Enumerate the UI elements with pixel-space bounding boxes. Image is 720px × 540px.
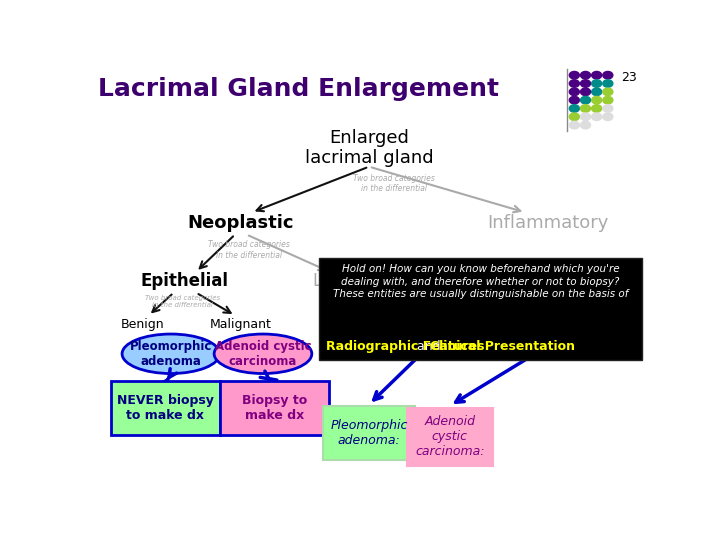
FancyBboxPatch shape bbox=[323, 406, 415, 460]
Circle shape bbox=[603, 71, 613, 79]
Circle shape bbox=[592, 71, 602, 79]
Ellipse shape bbox=[214, 334, 312, 374]
Circle shape bbox=[592, 113, 602, 120]
Circle shape bbox=[570, 97, 580, 104]
Text: Radiographic Features: Radiographic Features bbox=[326, 340, 485, 353]
Text: Pleomorphic
adenoma: Pleomorphic adenoma bbox=[130, 340, 212, 368]
Circle shape bbox=[603, 105, 613, 112]
Text: Lymphoid: Lymphoid bbox=[312, 272, 392, 290]
Text: 23: 23 bbox=[621, 71, 637, 84]
Ellipse shape bbox=[122, 334, 220, 374]
Text: NEVER biopsy
to make dx: NEVER biopsy to make dx bbox=[117, 394, 214, 422]
Text: and: and bbox=[413, 340, 444, 353]
FancyBboxPatch shape bbox=[319, 258, 642, 360]
Circle shape bbox=[570, 122, 580, 129]
Text: Malignant: Malignant bbox=[210, 318, 271, 331]
Text: Adenoid
cystic
carcinoma:: Adenoid cystic carcinoma: bbox=[415, 415, 485, 458]
Circle shape bbox=[592, 105, 602, 112]
Circle shape bbox=[570, 113, 580, 120]
Circle shape bbox=[580, 113, 590, 120]
Circle shape bbox=[603, 113, 613, 120]
Text: Clinical Presentation: Clinical Presentation bbox=[431, 340, 575, 353]
Text: Two broad categories
in the differential: Two broad categories in the differential bbox=[354, 173, 435, 193]
Circle shape bbox=[592, 80, 602, 87]
Circle shape bbox=[570, 80, 580, 87]
Circle shape bbox=[603, 80, 613, 87]
Text: Benign: Benign bbox=[121, 318, 165, 331]
Text: Two broad categories
in the differential: Two broad categories in the differential bbox=[145, 295, 220, 308]
FancyBboxPatch shape bbox=[220, 381, 328, 435]
Circle shape bbox=[580, 122, 590, 129]
Text: Epithelial: Epithelial bbox=[141, 272, 229, 290]
Circle shape bbox=[580, 105, 590, 112]
Circle shape bbox=[603, 97, 613, 104]
FancyBboxPatch shape bbox=[407, 408, 493, 466]
Text: Two broad categories
in the differential: Two broad categories in the differential bbox=[208, 240, 290, 260]
Circle shape bbox=[570, 88, 580, 96]
FancyBboxPatch shape bbox=[111, 381, 220, 435]
Circle shape bbox=[592, 88, 602, 96]
Circle shape bbox=[580, 80, 590, 87]
Text: Lacrimal Gland Enlargement: Lacrimal Gland Enlargement bbox=[99, 77, 500, 102]
Circle shape bbox=[580, 71, 590, 79]
Text: Inflammatory: Inflammatory bbox=[487, 214, 608, 232]
Text: Adenoid cystic
carcinoma: Adenoid cystic carcinoma bbox=[215, 340, 311, 368]
Text: Biopsy to
make dx: Biopsy to make dx bbox=[241, 394, 307, 422]
Circle shape bbox=[570, 105, 580, 112]
Circle shape bbox=[580, 88, 590, 96]
Circle shape bbox=[592, 97, 602, 104]
Circle shape bbox=[580, 97, 590, 104]
Text: Pleomorphic
adenoma:: Pleomorphic adenoma: bbox=[330, 419, 408, 447]
Text: Neoplastic: Neoplastic bbox=[187, 214, 294, 232]
Text: Enlarged
lacrimal gland: Enlarged lacrimal gland bbox=[305, 129, 433, 167]
Circle shape bbox=[603, 88, 613, 96]
Text: Hold on! How can you know beforehand which you're
dealing with, and therefore wh: Hold on! How can you know beforehand whi… bbox=[333, 265, 629, 299]
Circle shape bbox=[570, 71, 580, 79]
